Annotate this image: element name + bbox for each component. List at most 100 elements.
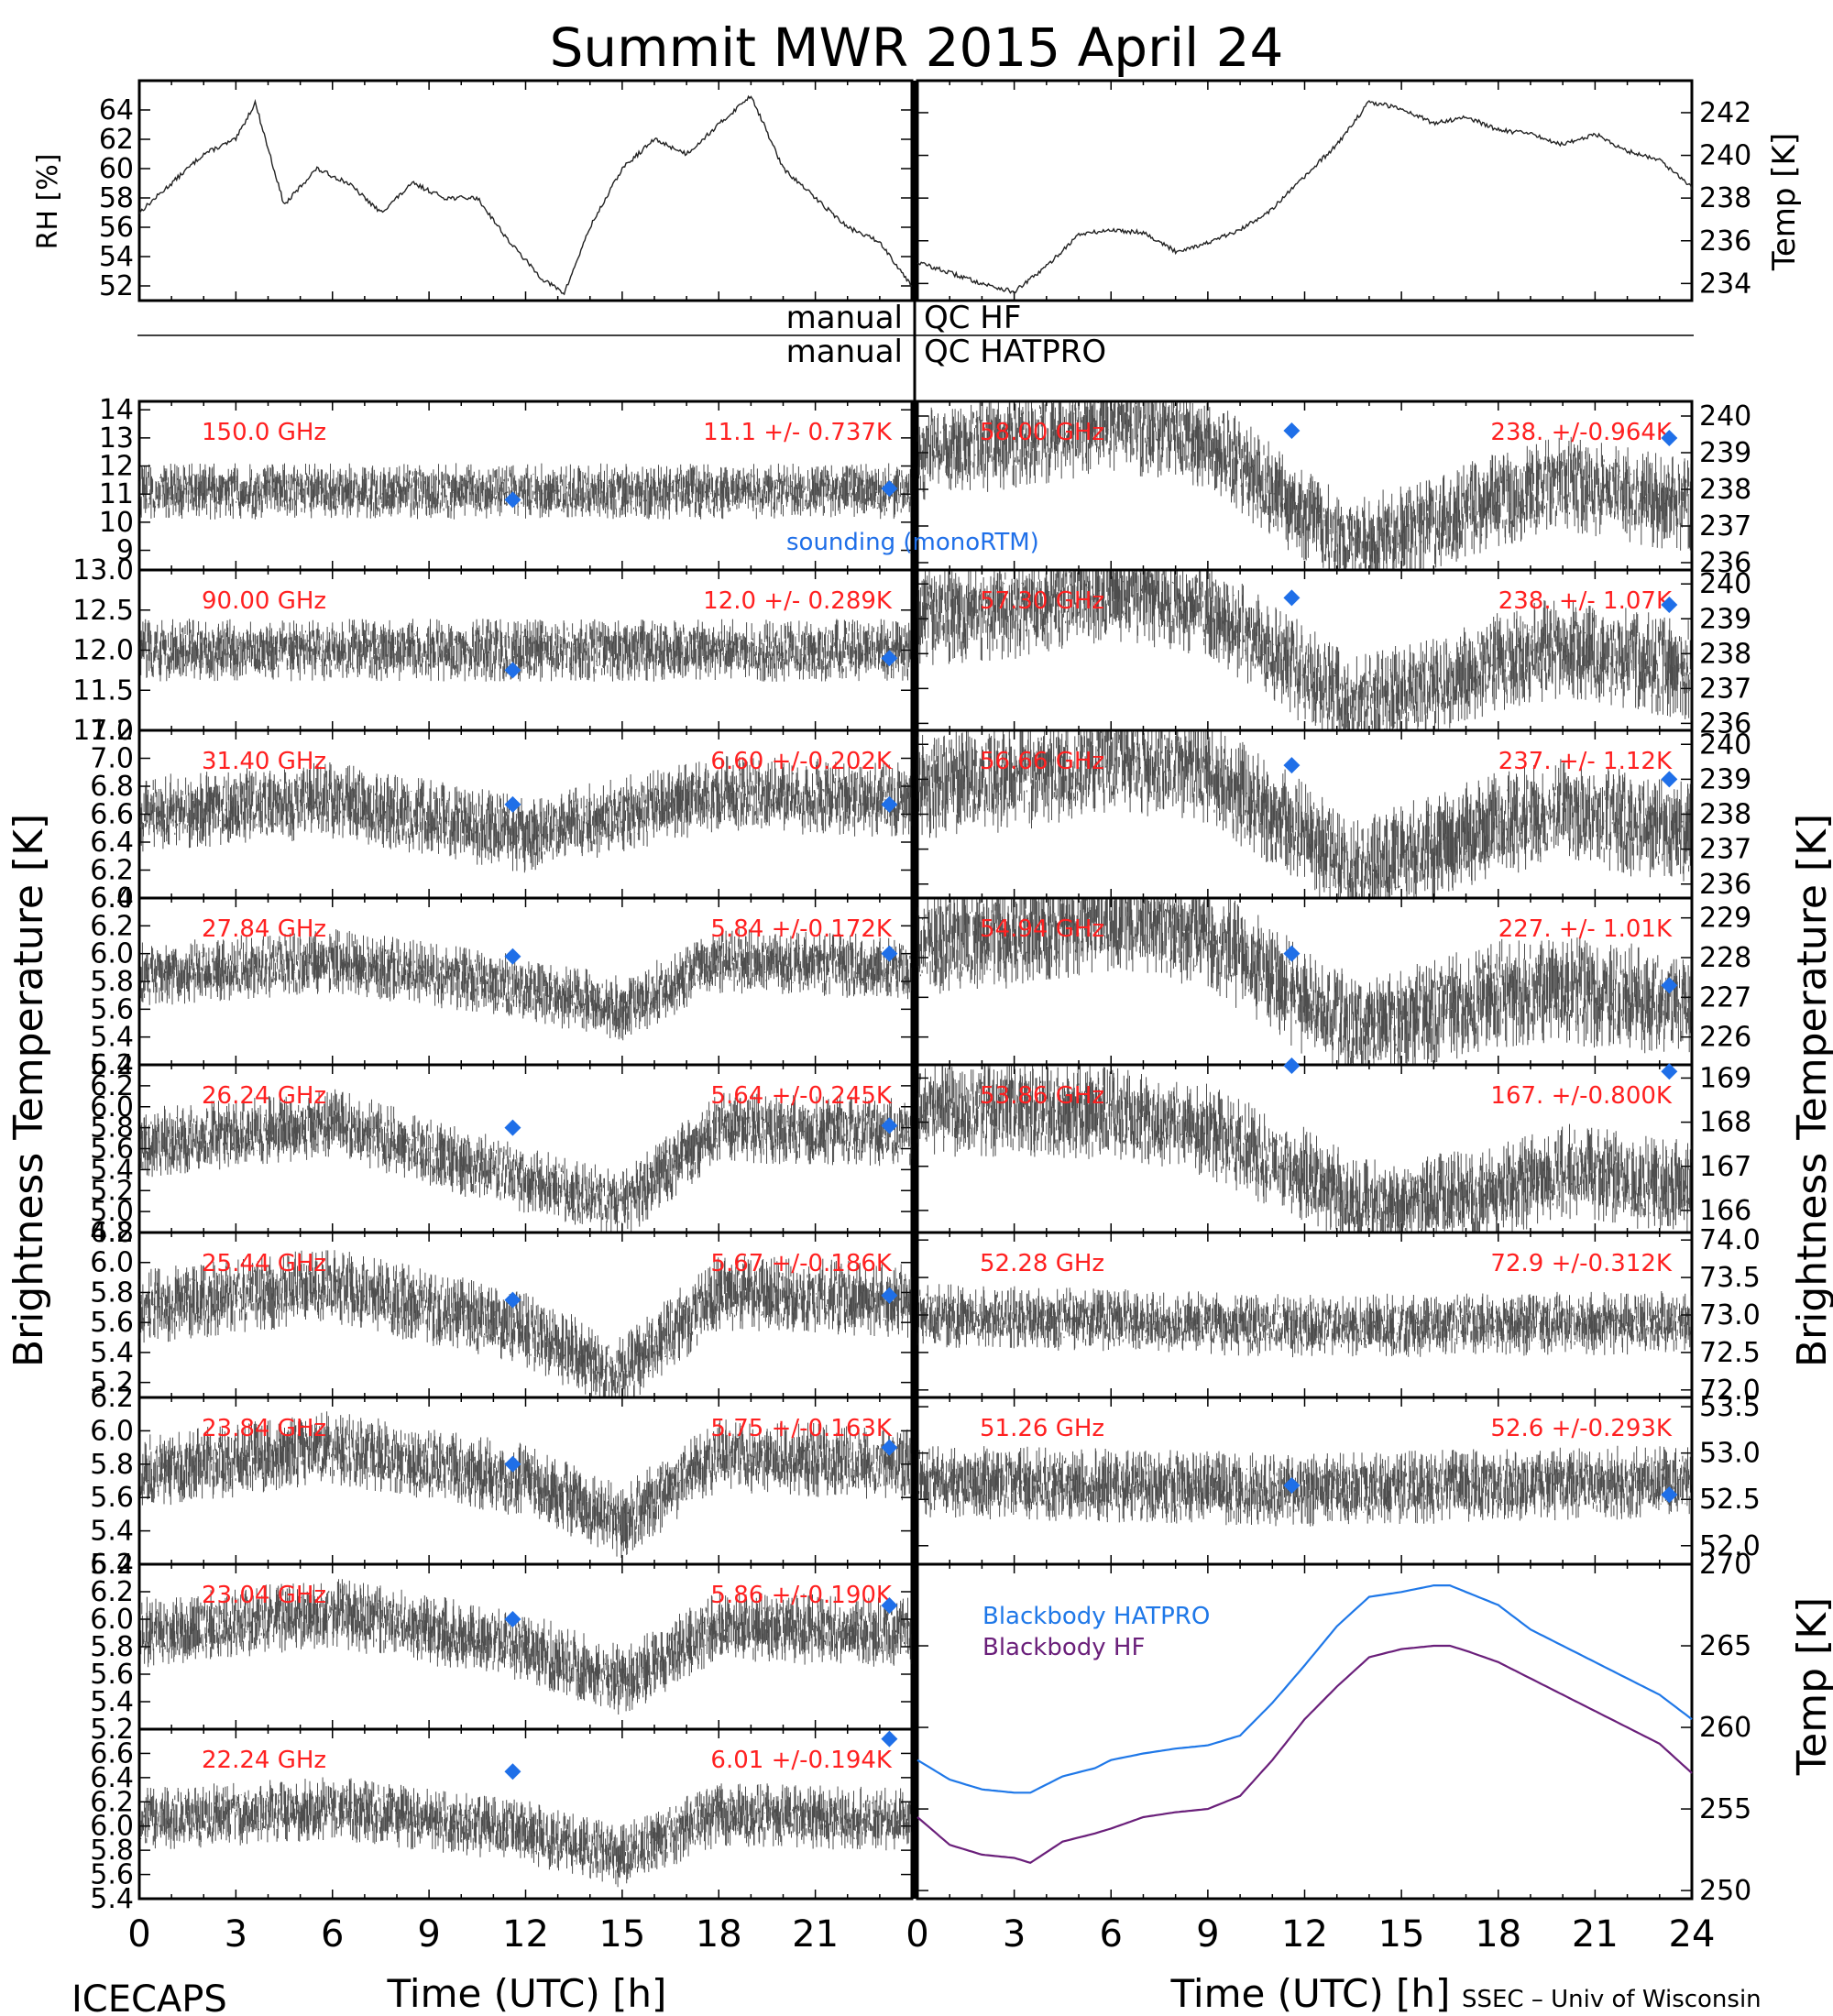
sounding-point xyxy=(1661,1486,1678,1504)
sounding-point xyxy=(1661,977,1678,994)
x-tick-label: 18 xyxy=(1475,1913,1521,1956)
tb-scatter xyxy=(138,1411,912,1558)
x-tick-label: 18 xyxy=(696,1913,742,1956)
tb-scatter xyxy=(916,899,1692,1064)
y-tick-label: 238 xyxy=(1699,638,1751,670)
y-tick-label: 5.8 xyxy=(90,966,134,998)
y-tick-label: 73.0 xyxy=(1699,1299,1761,1331)
y-tick-label: 6.4 xyxy=(90,1549,134,1581)
y-tick-label: 13.0 xyxy=(72,554,134,586)
channel-label: 26.24 GHz xyxy=(202,1082,326,1110)
y-tick-label: 12.5 xyxy=(72,595,134,627)
channel-label: 25.44 GHz xyxy=(202,1250,326,1277)
footer-right: SSEC – Univ of Wisconsin xyxy=(1462,1986,1762,2013)
y-tick-label: 238 xyxy=(1699,799,1751,831)
sounding-point xyxy=(504,1611,521,1627)
y-tick-label: 10 xyxy=(99,507,134,539)
y-tick-label: 11.0 xyxy=(72,715,134,747)
x-tick-label: 15 xyxy=(1378,1913,1425,1956)
y-tick-label: 11.5 xyxy=(72,674,134,707)
x-tick-label: 21 xyxy=(792,1913,839,1956)
y-tick-label: 239 xyxy=(1699,763,1751,795)
y-tick-label: 260 xyxy=(1699,1712,1751,1744)
y-tick-label: 6.2 xyxy=(90,1786,134,1818)
stats-label: 5.84 +/-0.172K xyxy=(710,915,893,943)
sounding-point xyxy=(1661,430,1678,446)
channel-label: 22.24 GHz xyxy=(202,1747,326,1774)
x-tick-labels-right: 0 3 6 9 12 15 18 21 24 xyxy=(906,1913,1715,1956)
y-tick-label: 238 xyxy=(1699,474,1751,506)
y-tick-label: 5.8 xyxy=(90,1449,134,1481)
panel-blackbody: 250 255 260 265 270 xyxy=(916,1549,1751,1907)
y-tick-label: 239 xyxy=(1699,437,1751,469)
x-tick-label: 9 xyxy=(417,1913,440,1956)
y-tick-label: 5.4 xyxy=(90,1154,134,1186)
qc-hf-right: QC HF xyxy=(924,300,1021,336)
y-tick-label: 12 xyxy=(99,451,134,483)
panel-tb-52: 72.0 72.5 73.0 73.5 74.0 52.28 GHz 72.9 +/-0.3… xyxy=(916,1224,1761,1407)
y-tick-label: 6.6 xyxy=(90,1737,134,1769)
series-line xyxy=(138,94,913,296)
y-tick-label: 52.5 xyxy=(1699,1484,1761,1516)
panel-tb-51: 52.0 52.5 53.0 53.5 51.26 GHz 52.6 +/-0.293K xyxy=(916,1391,1761,1566)
stats-label: 167. +/-0.800K xyxy=(1490,1082,1673,1110)
panel-tb-26: 4.85.05.25.45.65.86.06.26.426.24 GHz 5.64… xyxy=(90,1049,914,1249)
temp-axis-label: Temp [K] xyxy=(1766,133,1803,271)
y-tick-label: 5.8 xyxy=(90,1276,134,1309)
y-tick-label: 237 xyxy=(1699,834,1751,866)
legend-bb-hf: Blackbody HF xyxy=(982,1634,1145,1661)
y-tick-label: 265 xyxy=(1699,1630,1751,1662)
y-tick-label: 6.6 xyxy=(90,799,134,831)
tb-scatter xyxy=(138,1250,912,1397)
y-tick-label: 6.0 xyxy=(90,1604,134,1636)
tb-scatter xyxy=(138,1777,912,1888)
y-tick-label: 6.0 xyxy=(90,1091,134,1123)
y-tick-label: 14 xyxy=(99,394,134,426)
panel-tb-27: 5.25.45.65.86.06.26.427.84 GHz 5.84 +/-0.… xyxy=(90,882,914,1081)
y-tick-label: 6.8 xyxy=(90,771,134,803)
y-tick-label: 6.2 xyxy=(90,1382,134,1414)
x-tick-label: 12 xyxy=(1281,1913,1328,1956)
y-tick-label: 5.6 xyxy=(90,993,134,1025)
y-tick-label: 72.5 xyxy=(1699,1337,1761,1369)
x-tick-label: 6 xyxy=(1100,1913,1123,1956)
y-tick-label: 240 xyxy=(1699,140,1751,172)
qc-hatpro-right: QC HATPRO xyxy=(924,334,1106,370)
series-line xyxy=(916,100,1693,295)
y-tick-label: 5.2 xyxy=(90,1367,134,1399)
stats-label: 12.0 +/- 0.289K xyxy=(703,587,893,615)
channel-label: 23.04 GHz xyxy=(202,1582,326,1609)
y-tick-label: 6.0 xyxy=(90,1415,134,1447)
tb-scatter xyxy=(916,1066,1692,1232)
y-tick-label: 62 xyxy=(99,124,134,156)
y-tick-label: 237 xyxy=(1699,510,1751,542)
y-tick-label: 6.4 xyxy=(90,882,134,915)
x-tick-label: 6 xyxy=(321,1913,344,1956)
y-tick-label: 6.2 xyxy=(90,910,134,942)
channel-label: 52.28 GHz xyxy=(980,1250,1104,1277)
sounding-point xyxy=(1283,757,1301,774)
y-tick-label: 5.8 xyxy=(90,1835,134,1867)
channel-label: 27.84 GHz xyxy=(202,915,326,943)
rh-axis-label: RH [%] xyxy=(32,154,64,250)
y-tick-label: 6.4 xyxy=(90,1049,134,1081)
channel-label: 51.26 GHz xyxy=(980,1415,1104,1442)
y-tick-label: 167 xyxy=(1699,1151,1751,1183)
y-tick-label: 5.4 xyxy=(90,1337,134,1369)
sounding-point xyxy=(1283,422,1301,439)
tb-scatter xyxy=(138,619,912,682)
x-tick-labels-left: 0 3 6 9 12 15 18 21 xyxy=(127,1913,839,1956)
y-tick-label: 270 xyxy=(1699,1549,1751,1581)
x-tick-label: 0 xyxy=(906,1913,928,1956)
y-tick-label: 227 xyxy=(1699,981,1751,1013)
y-tick-label: 240 xyxy=(1699,568,1751,600)
sounding-point xyxy=(504,662,521,679)
qc-hf-left: manual xyxy=(786,300,903,336)
y-tick-label: 13 xyxy=(99,422,134,455)
sounding-point xyxy=(504,491,521,509)
channel-label: 23.84 GHz xyxy=(202,1415,326,1442)
legend-bb-hatpro: Blackbody HATPRO xyxy=(982,1603,1210,1630)
y-tick-label: 74.0 xyxy=(1699,1224,1761,1256)
tb-scatter xyxy=(916,1284,1692,1358)
y-tick-label: 7.0 xyxy=(90,743,134,775)
